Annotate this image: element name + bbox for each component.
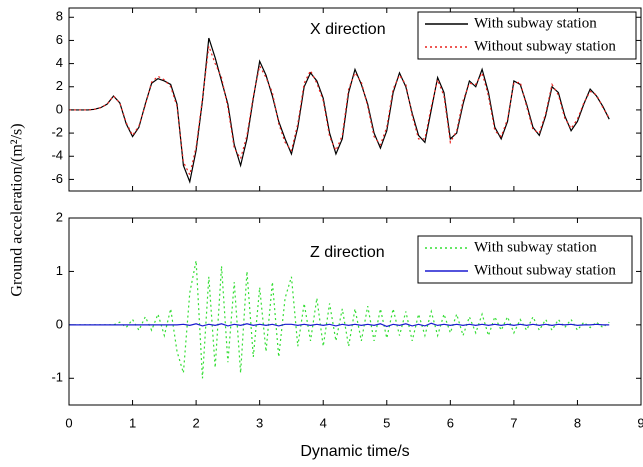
panel-title: X direction	[310, 21, 386, 38]
legend-box	[417, 235, 633, 284]
data-line	[69, 46, 610, 177]
x-tick-label: 7	[510, 415, 517, 430]
x-tick-label: 4	[320, 415, 327, 430]
y-tick-label: -6	[51, 171, 63, 186]
y-tick-label: 6	[56, 32, 63, 47]
plot-frame	[68, 7, 642, 192]
y-tick-label: -2	[51, 125, 63, 140]
y-tick-label: 2	[56, 78, 63, 93]
y-tick-label: 2	[56, 209, 63, 224]
x-tick-label: 5	[383, 415, 390, 430]
legend-label: With subway station	[474, 15, 597, 31]
y-tick-label: -1	[51, 370, 63, 385]
x-tick-label: 6	[447, 415, 454, 430]
legend-label: With subway station	[474, 239, 597, 255]
x-tick-label: 8	[574, 415, 581, 430]
x-tick-label: 1	[129, 415, 136, 430]
x-tick-label: 9	[637, 415, 643, 430]
data-line	[69, 322, 610, 328]
y-tick-label: 4	[56, 55, 63, 70]
x-axis-label: Dynamic time/s	[300, 443, 409, 460]
plot-frame	[68, 217, 642, 406]
data-line	[69, 37, 610, 184]
y-tick-label: -4	[51, 148, 63, 163]
y-tick-label: 0	[56, 316, 63, 331]
legend-label: Without subway station	[474, 38, 616, 54]
x-tick-label: 0	[65, 415, 72, 430]
x-tick-label: 2	[192, 415, 199, 430]
y-tick-label: 8	[56, 9, 63, 24]
y-tick-label: 0	[56, 101, 63, 116]
legend-box	[417, 11, 637, 60]
panel-title: Z direction	[310, 244, 385, 261]
y-tick-label: 1	[56, 263, 63, 278]
y-axis-label: Ground acceleration/(m²/s)	[9, 123, 26, 296]
x-tick-label: 3	[256, 415, 263, 430]
legend-label: Without subway station	[474, 262, 616, 278]
